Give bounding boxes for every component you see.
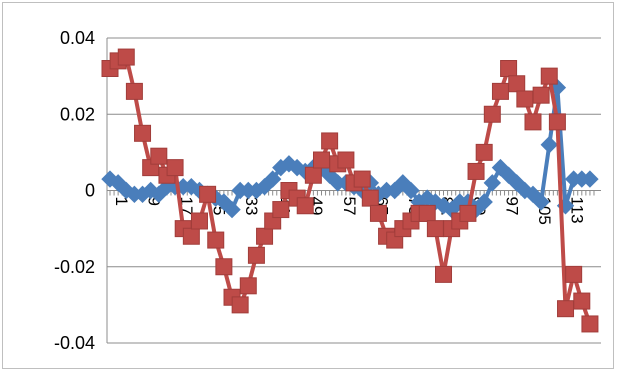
series-2-point bbox=[565, 265, 583, 283]
x-tick-label: 33 bbox=[242, 197, 261, 216]
series-2-point bbox=[256, 227, 274, 245]
y-tick-label: 0 bbox=[85, 181, 95, 201]
series-2-point bbox=[239, 277, 257, 295]
series-2-point bbox=[532, 86, 550, 104]
series-1-point bbox=[581, 170, 599, 188]
series-2-point bbox=[182, 227, 200, 245]
series-2-point bbox=[467, 162, 485, 180]
series-2-point bbox=[483, 105, 501, 123]
x-tick-label: 1 bbox=[112, 197, 131, 206]
series-2-point bbox=[296, 197, 314, 215]
series-2-point bbox=[426, 220, 444, 238]
series-1-point bbox=[532, 193, 550, 211]
x-tick-label: 113 bbox=[568, 197, 587, 224]
x-tick-label: 97 bbox=[502, 197, 521, 216]
series-2-point bbox=[312, 151, 330, 169]
series-2-point bbox=[207, 231, 225, 249]
y-tick-label: -0.02 bbox=[54, 257, 95, 277]
series-2-point bbox=[491, 82, 509, 100]
series-2-point bbox=[199, 185, 217, 203]
series-2-point bbox=[540, 67, 558, 85]
series-2-point bbox=[500, 60, 518, 77]
series-2-point bbox=[304, 166, 322, 184]
series-2-point bbox=[475, 143, 493, 161]
x-tick-label: 57 bbox=[340, 197, 359, 216]
series-2-point bbox=[459, 204, 477, 222]
series-2-point bbox=[125, 82, 143, 100]
series-2-point bbox=[134, 124, 152, 142]
series-2-point bbox=[524, 113, 542, 131]
series-2-point bbox=[117, 48, 135, 66]
series-2-point bbox=[581, 315, 599, 333]
x-tick-label: 9 bbox=[145, 197, 164, 206]
series-2-point bbox=[508, 75, 526, 93]
series-1-point bbox=[483, 174, 502, 192]
series-2-point bbox=[215, 258, 233, 276]
series-2-point bbox=[418, 204, 436, 222]
series-1-point bbox=[223, 200, 241, 219]
series-1-point bbox=[263, 170, 282, 188]
series-2-point bbox=[337, 151, 355, 169]
series-2-point bbox=[190, 212, 208, 230]
series-2-point bbox=[166, 159, 184, 177]
series-2-point bbox=[150, 147, 168, 165]
series-2-point bbox=[321, 132, 339, 150]
series-2-point bbox=[272, 201, 290, 219]
series-2-point bbox=[231, 296, 249, 314]
series-1-point bbox=[540, 136, 558, 154]
series-2-point bbox=[369, 204, 387, 222]
y-tick-label: -0.04 bbox=[54, 333, 95, 353]
y-tick-label: 0.02 bbox=[60, 104, 95, 124]
series-1-point bbox=[402, 181, 420, 200]
series-2-point bbox=[247, 246, 265, 264]
series-2-point bbox=[361, 189, 379, 207]
series-2-point bbox=[557, 300, 575, 318]
series-2-point bbox=[573, 292, 591, 310]
series-2-point bbox=[435, 265, 453, 283]
series-2-point bbox=[353, 170, 371, 188]
series-2-point bbox=[516, 90, 534, 108]
y-tick-label: 0.04 bbox=[60, 28, 95, 48]
series-1-point bbox=[475, 193, 493, 211]
series-2-point bbox=[548, 113, 566, 131]
